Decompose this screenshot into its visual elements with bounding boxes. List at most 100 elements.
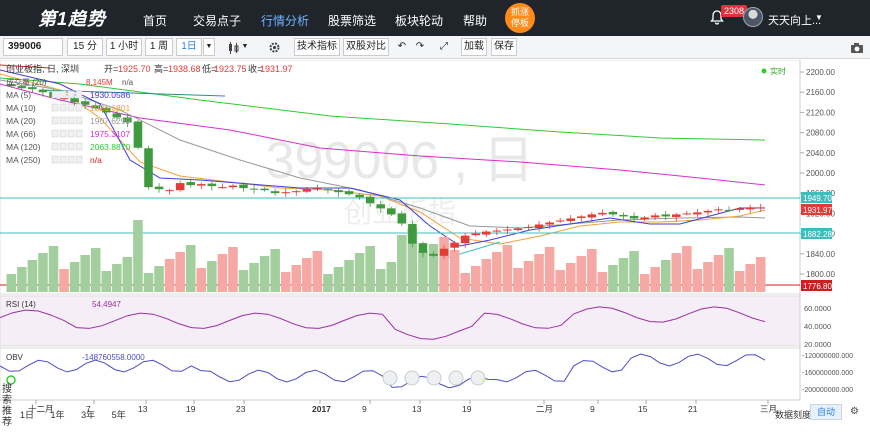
ma20-line	[0, 79, 766, 229]
volume-bar	[587, 249, 597, 292]
candle-body	[175, 183, 185, 191]
fullscreen-icon[interactable]: ⤢	[440, 41, 448, 52]
candle-body	[482, 231, 491, 235]
volume-bar	[449, 250, 460, 292]
zoom-out-icon	[382, 370, 398, 386]
range-tab-1d[interactable]: 1日	[20, 410, 35, 420]
candle-body	[566, 218, 575, 221]
candle-body	[693, 212, 702, 215]
period-1hour-button[interactable]: 1 小时	[106, 38, 142, 56]
volume-bar	[38, 253, 48, 292]
pan-left-icon	[404, 370, 420, 386]
settings-gear-icon[interactable]: ⚙	[850, 406, 859, 417]
volume-bar	[492, 252, 502, 292]
nav-sector-rotation[interactable]: 板块轮动	[395, 14, 444, 28]
svg-text:高=: 高=	[154, 63, 168, 74]
nav-market-analysis[interactable]: 行情分析	[261, 14, 310, 28]
ma-legend: MA (5) 1930.0586 MA (10) 1926.6801 MA (20) 19…	[6, 90, 130, 165]
symbol-input[interactable]: 399006	[3, 38, 63, 56]
candle-body	[450, 242, 459, 248]
period-1week-button[interactable]: 1 周	[145, 38, 173, 56]
obv-label: OBV	[6, 353, 24, 362]
camera-icon[interactable]	[849, 38, 865, 56]
candle-body	[123, 117, 132, 123]
ma120-line	[0, 77, 766, 141]
volume-bar	[418, 251, 428, 292]
chart-nav-controls[interactable]	[382, 370, 486, 386]
candle-body	[534, 224, 544, 229]
refresh-icon[interactable]	[6, 375, 16, 385]
save-button[interactable]: 保存	[491, 38, 517, 56]
candle-body	[513, 228, 523, 231]
candle-body	[186, 182, 195, 186]
candle-body	[239, 184, 248, 189]
avatar[interactable]	[743, 7, 763, 27]
ma-legend-label: MA (66)	[6, 129, 36, 139]
range-tab-5y[interactable]: 5年	[111, 410, 126, 420]
technical-indicators-button[interactable]: 技术指标	[294, 38, 340, 56]
volume-bar	[185, 245, 196, 292]
ma-legend-label: MA (5)	[6, 90, 31, 100]
volume-bar	[164, 259, 175, 292]
bell-icon[interactable]	[710, 10, 724, 25]
period-dropdown-chevron-icon[interactable]: ▼	[203, 38, 215, 56]
username[interactable]: 天天向上...	[768, 15, 822, 27]
data-scale-label[interactable]: 数据刻度	[775, 410, 812, 420]
candlestick-type-icon[interactable]	[225, 38, 241, 56]
reset-icon	[426, 370, 442, 386]
candle-body	[756, 207, 765, 209]
nav-home[interactable]: 首页	[143, 14, 168, 28]
svg-text:1949.70: 1949.70	[803, 194, 832, 203]
volume-bar	[217, 254, 228, 292]
realtime-indicator[interactable]: 实时	[761, 66, 787, 76]
load-button[interactable]: 加载	[461, 38, 487, 56]
candle-body	[376, 204, 385, 209]
volume-bar	[154, 266, 164, 292]
price-tick-label: 1800.00	[806, 270, 835, 279]
auto-scale-button[interactable]: 自动	[810, 404, 842, 420]
price-tick-label: 2080.00	[806, 129, 835, 138]
x-axis-label: 三月	[760, 404, 777, 414]
chart-svg[interactable]: 399006 , 日 创业板指 2200.002160.002120.00208…	[0, 59, 870, 430]
candle-body	[387, 208, 396, 215]
chart-type-chevron-icon[interactable]: ▼	[241, 43, 249, 50]
volume-legend: 成交量 (20) 8.145M n/a	[6, 77, 134, 87]
volume-bar	[734, 271, 745, 292]
volume-bar	[544, 247, 555, 292]
range-tabs: 1日 1年 3年 5年	[20, 408, 140, 422]
price-tag-1776: 1776.80	[801, 280, 832, 291]
volume-bar	[639, 274, 650, 292]
volume-bar	[386, 262, 397, 292]
compare-stocks-button[interactable]: 双股对比	[343, 38, 389, 56]
app-logo[interactable]: 第1趋势	[38, 9, 107, 29]
ma-legend-swatch	[67, 142, 75, 151]
volume-bar	[555, 270, 565, 292]
candle-body	[714, 209, 723, 211]
candle-body	[59, 98, 69, 100]
redo-icon[interactable]: ↷	[415, 41, 425, 52]
undo-icon[interactable]: ↶	[397, 41, 407, 52]
ma-legend-swatch	[75, 90, 83, 99]
chart-area[interactable]: 399006 , 日 创业板指 2200.00 2160.00 2120.00 208…	[0, 59, 870, 430]
svg-text:n/a: n/a	[122, 78, 134, 87]
period-1day-button[interactable]: 1日	[176, 38, 202, 56]
x-axis-label: 9	[590, 404, 595, 414]
candle-body	[281, 192, 290, 194]
candle-body	[408, 224, 417, 244]
nav-help[interactable]: 帮助	[463, 14, 488, 28]
chevron-down-icon[interactable]: ▼	[815, 13, 823, 22]
volume-bar	[523, 261, 534, 292]
volume-bar	[755, 257, 766, 292]
range-tab-1y[interactable]: 1年	[50, 410, 65, 420]
range-tab-3y[interactable]: 3年	[81, 410, 96, 420]
search-recommend-tab[interactable]: 搜索推荐	[2, 384, 12, 428]
candlesticks	[7, 82, 765, 259]
volume-bar	[597, 272, 608, 292]
volume-bar	[207, 261, 217, 292]
period-15min-button[interactable]: 15 分	[67, 38, 103, 56]
nav-trade-ideas[interactable]: 交易点子	[193, 14, 242, 28]
gear-icon[interactable]	[265, 38, 283, 56]
volume-bar	[608, 265, 618, 292]
limit-up-promo-badge[interactable]: 抓涨 停板	[505, 3, 535, 33]
nav-stock-screener[interactable]: 股票筛选	[328, 14, 377, 28]
